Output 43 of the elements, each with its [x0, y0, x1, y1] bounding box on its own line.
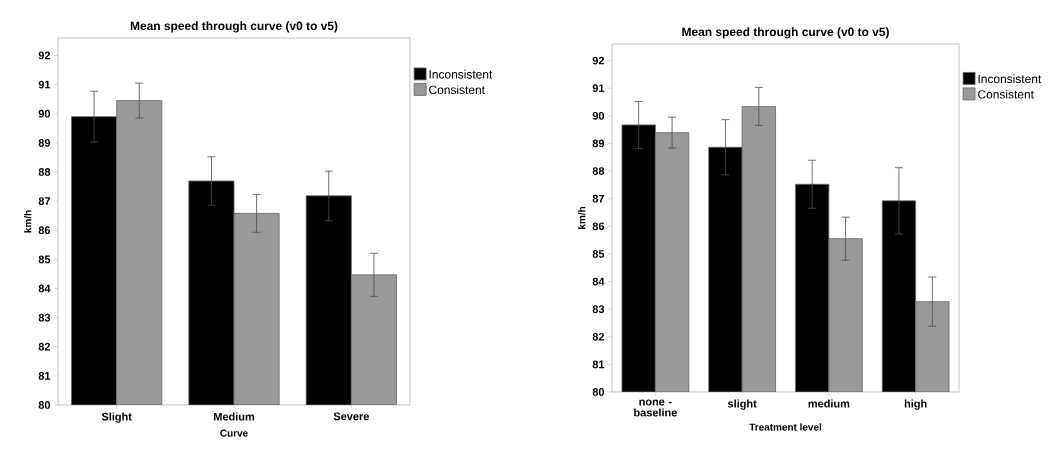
- y-tick-label: 92: [592, 56, 605, 65]
- y-tick-label: 83: [592, 305, 605, 314]
- y-tick-label: 81: [592, 360, 605, 369]
- y-tick-label: 86: [592, 222, 605, 231]
- y-tick-label: 80: [38, 401, 51, 409]
- y-tick-label: 91: [592, 84, 605, 93]
- y-tick-label: 87: [38, 197, 50, 205]
- y-tick-label: 80: [592, 388, 605, 396]
- y-tick-label: 85: [38, 255, 51, 264]
- y-tick-label: 82: [38, 342, 51, 351]
- legend-label: Consistent: [429, 85, 485, 95]
- y-tick-label: 88: [592, 167, 605, 175]
- y-tick-label: 89: [38, 138, 51, 147]
- y-tick-label: 91: [38, 80, 51, 89]
- y-tick-label: 84: [38, 284, 51, 293]
- y-tick-label: 92: [38, 51, 51, 60]
- x-tick-label: none - baseline: [634, 399, 677, 417]
- legend-label: Inconsistent: [978, 74, 1042, 84]
- y-tick-label: 81: [38, 371, 51, 380]
- y-axis-title: km/h: [24, 210, 32, 233]
- legend-label: Consistent: [978, 89, 1034, 99]
- y-tick-label: 85: [592, 250, 605, 258]
- y-tick-label: 84: [592, 277, 605, 286]
- y-tick-label: 90: [592, 111, 605, 120]
- x-tick-label: Medium: [214, 412, 255, 421]
- x-axis-title: Treatment level: [749, 423, 822, 431]
- x-tick-label: high: [904, 399, 927, 410]
- y-axis-title: km/h: [578, 206, 586, 229]
- y-tick-label: 88: [38, 168, 51, 176]
- y-tick-label: 86: [38, 226, 51, 235]
- y-tick-label: 82: [592, 332, 605, 341]
- y-tick-label: 90: [38, 109, 51, 118]
- chart-title: Mean speed through curve (v0 to v5): [130, 21, 338, 33]
- legend-label: Inconsistent: [429, 69, 493, 79]
- chart-title: Mean speed through curve (v0 to v5): [682, 27, 889, 39]
- x-tick-label: slight: [727, 399, 757, 410]
- y-tick-label: 83: [38, 313, 51, 322]
- x-tick-label: medium: [808, 399, 850, 408]
- x-tick-label: Severe: [333, 412, 369, 421]
- y-tick-label: 87: [592, 194, 604, 203]
- x-axis-title: Curve: [220, 429, 248, 437]
- x-tick-label: Slight: [101, 412, 132, 423]
- y-tick-label: 89: [592, 139, 605, 148]
